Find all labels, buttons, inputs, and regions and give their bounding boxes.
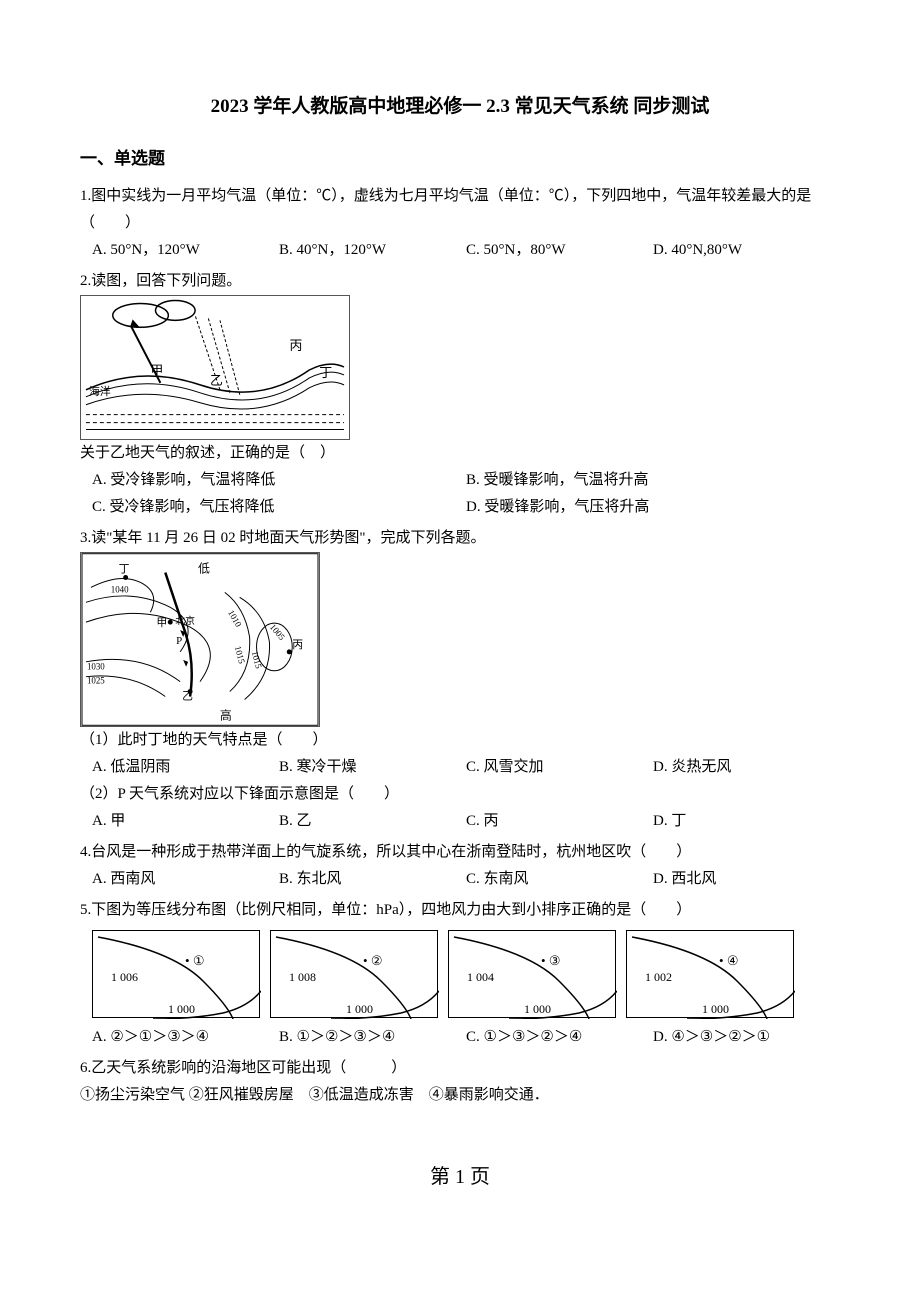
q5-text: 5.下图为等压线分布图（比例尺相同，单位：hPa），四地风力由大到小排序正确的是… <box>80 897 840 924</box>
q3s1-opt-d: D. 炎热无风 <box>653 754 840 781</box>
svg-text:北京: 北京 <box>175 614 195 627</box>
q5-options: A. ②＞①＞③＞④ B. ①＞②＞③＞④ C. ①＞③＞②＞④ D. ④＞③＞… <box>80 1024 840 1051</box>
question-2: 2.读图，回答下列问题。 海洋 甲 乙 丙 丁 关于乙地天气的叙述，正确的是（ … <box>80 268 840 521</box>
q4-opt-c: C. 东南风 <box>466 866 653 893</box>
isobar-panel-4: 1 002 1 000 • ④ <box>626 930 794 1018</box>
q3-sub2-options: A. 甲 B. 乙 C. 丙 D. 丁 <box>80 808 840 835</box>
q5-opt-b: B. ①＞②＞③＞④ <box>279 1024 466 1051</box>
q2-opt-a: A. 受冷锋影响，气温将降低 <box>92 467 466 494</box>
isobar-panel-2: 1 008 1 000 • ② <box>270 930 438 1018</box>
svg-text:1030: 1030 <box>87 662 105 672</box>
q2-intro: 2.读图，回答下列问题。 <box>80 268 840 295</box>
q1-opt-b: B. 40°N，120°W <box>279 237 466 264</box>
q1-opt-a: A. 50°N，120°W <box>92 237 279 264</box>
q3-sub2: （2）P 天气系统对应以下锋面示意图是（ ） A. 甲 B. 乙 C. 丙 D.… <box>80 781 840 835</box>
q5-opt-a: A. ②＞①＞③＞④ <box>92 1024 279 1051</box>
svg-text:丙: 丙 <box>289 339 302 353</box>
q6-line2: ①扬尘污染空气 ②狂风摧毁房屋 ③低温造成冻害 ④暴雨影响交通． <box>80 1082 840 1109</box>
svg-text:乙: 乙 <box>182 689 193 702</box>
q1-opt-d: D. 40°N,80°W <box>653 237 840 264</box>
q3s2-opt-c: C. 丙 <box>466 808 653 835</box>
panel2-marker: • ② <box>363 949 382 972</box>
question-6: 6.乙天气系统影响的沿海地区可能出现（ ） ①扬尘污染空气 ②狂风摧毁房屋 ③低… <box>80 1055 840 1109</box>
panel2-top-label: 1 008 <box>289 967 316 989</box>
q4-opt-a: A. 西南风 <box>92 866 279 893</box>
isobar-panel-1: 1 006 1 000 • ① <box>92 930 260 1018</box>
q3s2-opt-d: D. 丁 <box>653 808 840 835</box>
question-5: 5.下图为等压线分布图（比例尺相同，单位：hPa），四地风力由大到小排序正确的是… <box>80 897 840 1051</box>
question-1: 1.图中实线为一月平均气温（单位：℃），虚线为七月平均气温（单位：℃），下列四地… <box>80 183 840 264</box>
svg-text:丁: 丁 <box>319 366 332 380</box>
q3-sub1-options: A. 低温阴雨 B. 寒冷干燥 C. 风雪交加 D. 炎热无风 <box>80 754 840 781</box>
q3s1-opt-a: A. 低温阴雨 <box>92 754 279 781</box>
panel2-bottom-label: 1 000 <box>346 999 373 1021</box>
svg-text:1040: 1040 <box>111 584 129 594</box>
q6-text: 6.乙天气系统影响的沿海地区可能出现（ ） <box>80 1055 840 1082</box>
q5-opt-d: D. ④＞③＞②＞① <box>653 1024 840 1051</box>
svg-text:丙: 丙 <box>292 639 303 651</box>
q4-options: A. 西南风 B. 东北风 C. 东南风 D. 西北风 <box>80 866 840 893</box>
q2-opt-b: B. 受暖锋影响，气温将升高 <box>466 467 840 494</box>
q2-opt-c: C. 受冷锋影响，气压将降低 <box>92 494 466 521</box>
weather-map: 丁 1040 1030 1025 甲 北京 P 乙 低 1010 1015 10… <box>81 552 319 727</box>
q3s1-opt-b: B. 寒冷干燥 <box>279 754 466 781</box>
svg-text:甲: 甲 <box>150 364 163 378</box>
panel3-bottom-label: 1 000 <box>524 999 551 1021</box>
q3-intro: 3.读"某年 11 月 26 日 02 时地面天气形势图"，完成下列各题。 <box>80 525 840 552</box>
panel4-top-label: 1 002 <box>645 967 672 989</box>
q2-figure: 海洋 甲 乙 丙 丁 <box>80 295 350 440</box>
svg-text:乙: 乙 <box>210 374 223 388</box>
page-title: 2023 学年人教版高中地理必修一 2.3 常见天气系统 同步测试 <box>80 90 840 124</box>
panel3-top-label: 1 004 <box>467 967 494 989</box>
q3s2-opt-a: A. 甲 <box>92 808 279 835</box>
q1-options: A. 50°N，120°W B. 40°N，120°W C. 50°N，80°W… <box>80 237 840 264</box>
panel1-bottom-label: 1 000 <box>168 999 195 1021</box>
page-footer: 第 1 页 <box>80 1159 840 1195</box>
section-header: 一、单选题 <box>80 144 840 175</box>
q3-sub1: （1）此时丁地的天气特点是（ ） A. 低温阴雨 B. 寒冷干燥 C. 风雪交加… <box>80 727 840 781</box>
q2-text: 关于乙地天气的叙述，正确的是（ ） <box>80 440 840 467</box>
question-3: 3.读"某年 11 月 26 日 02 时地面天气形势图"，完成下列各题。 丁 … <box>80 525 840 835</box>
svg-text:海洋: 海洋 <box>89 384 111 398</box>
q5-panels: 1 006 1 000 • ① 1 008 1 000 • ② 1 004 1 … <box>80 930 840 1018</box>
q3s1-opt-c: C. 风雪交加 <box>466 754 653 781</box>
svg-text:低: 低 <box>198 561 210 575</box>
q4-opt-d: D. 西北风 <box>653 866 840 893</box>
panel1-top-label: 1 006 <box>111 967 138 989</box>
q4-opt-b: B. 东北风 <box>279 866 466 893</box>
front-terrain-diagram: 海洋 甲 乙 丙 丁 <box>81 295 349 440</box>
svg-text:1025: 1025 <box>87 675 105 685</box>
question-4: 4.台风是一种形成于热带洋面上的气旋系统，所以其中心在浙南登陆时，杭州地区吹（ … <box>80 839 840 893</box>
q3s2-opt-b: B. 乙 <box>279 808 466 835</box>
q1-opt-c: C. 50°N，80°W <box>466 237 653 264</box>
svg-text:甲: 甲 <box>156 617 167 629</box>
q3-sub1-text: （1）此时丁地的天气特点是（ ） <box>80 727 840 754</box>
panel4-marker: • ④ <box>719 949 738 972</box>
svg-text:P: P <box>176 635 182 647</box>
q2-opt-d: D. 受暖锋影响，气压将升高 <box>466 494 840 521</box>
q1-text: 1.图中实线为一月平均气温（单位：℃），虚线为七月平均气温（单位：℃），下列四地… <box>80 183 840 237</box>
q3-figure: 丁 1040 1030 1025 甲 北京 P 乙 低 1010 1015 10… <box>80 552 320 727</box>
q4-text: 4.台风是一种形成于热带洋面上的气旋系统，所以其中心在浙南登陆时，杭州地区吹（ … <box>80 839 840 866</box>
q2-options: A. 受冷锋影响，气温将降低 B. 受暖锋影响，气温将升高 C. 受冷锋影响，气… <box>80 467 840 521</box>
panel3-marker: • ③ <box>541 949 560 972</box>
panel4-bottom-label: 1 000 <box>702 999 729 1021</box>
svg-text:丁: 丁 <box>119 563 130 575</box>
svg-text:高: 高 <box>220 708 232 722</box>
isobar-panel-3: 1 004 1 000 • ③ <box>448 930 616 1018</box>
q5-opt-c: C. ①＞③＞②＞④ <box>466 1024 653 1051</box>
panel1-marker: • ① <box>185 949 204 972</box>
q3-sub2-text: （2）P 天气系统对应以下锋面示意图是（ ） <box>80 781 840 808</box>
